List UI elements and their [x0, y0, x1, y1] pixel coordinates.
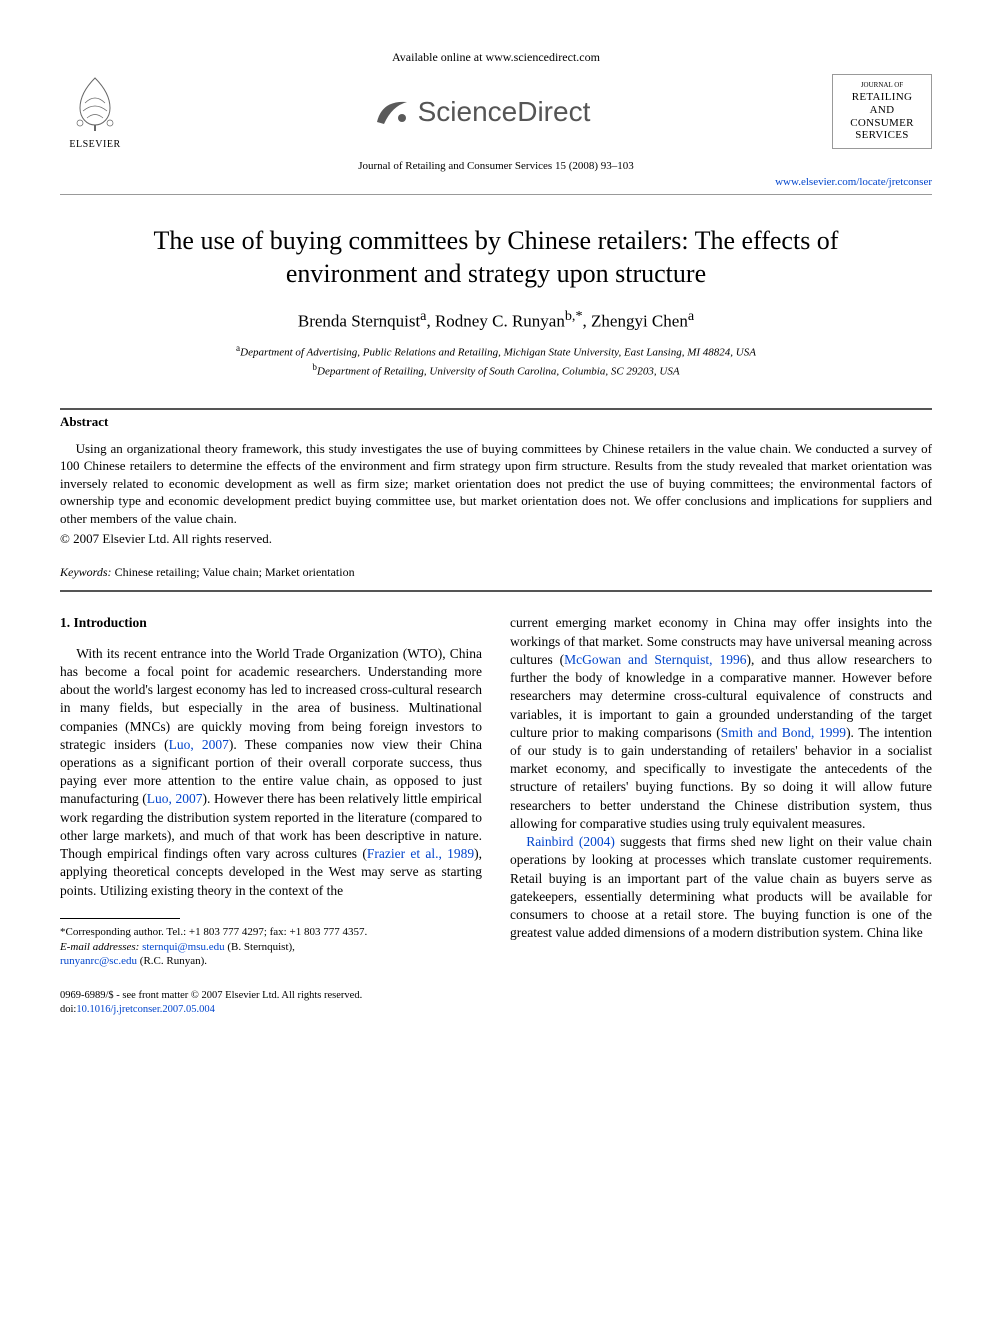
- journal-cover-box: JOURNAL OF RETAILING AND CONSUMER SERVIC…: [832, 74, 932, 149]
- footer-copyright-block: 0969-6989/$ - see front matter © 2007 El…: [60, 989, 482, 1017]
- article-title: The use of buying committees by Chinese …: [90, 225, 902, 290]
- journal-cover-title-l4: SERVICES: [837, 129, 927, 142]
- citation-smith-1999[interactable]: Smith and Bond, 1999: [721, 725, 846, 740]
- journal-cover-title-l1: RETAILING: [837, 91, 927, 104]
- email-runyan[interactable]: runyanrc@sc.edu: [60, 955, 137, 967]
- journal-cover-top-label: JOURNAL OF: [837, 81, 927, 89]
- column-left: 1. Introduction With its recent entrance…: [60, 614, 482, 1017]
- sciencedirect-logo-block: ScienceDirect: [372, 92, 591, 132]
- citation-luo-2007-a[interactable]: Luo, 2007: [169, 737, 229, 752]
- journal-cover-title-l2: AND: [837, 104, 927, 117]
- affiliation-block: aDepartment of Advertising, Public Relat…: [60, 342, 932, 380]
- journal-homepage-link[interactable]: www.elsevier.com/locate/jretconser: [60, 176, 932, 188]
- sciencedirect-label: ScienceDirect: [418, 96, 591, 128]
- elsevier-tree-icon: [65, 73, 125, 133]
- email-addresses-line: E-mail addresses: sternqui@msu.edu (B. S…: [60, 940, 482, 955]
- keywords-text: Chinese retailing; Value chain; Market o…: [115, 565, 355, 579]
- footnote-separator: [60, 918, 180, 919]
- citation-luo-2007-b[interactable]: Luo, 2007: [147, 791, 203, 806]
- intro-text-2c: ). The intention of our study is to gain…: [510, 725, 932, 831]
- citation-mcgowan-1996[interactable]: McGowan and Sternquist, 1996: [564, 652, 746, 667]
- column-right: current emerging market economy in China…: [510, 614, 932, 1017]
- sciencedirect-swoosh-icon: [372, 92, 412, 132]
- email1-after: (B. Sternquist),: [225, 941, 295, 953]
- affiliation-line: aDepartment of Advertising, Public Relat…: [60, 342, 932, 361]
- email2-after: (R.C. Runyan).: [137, 955, 207, 967]
- section-heading-introduction: 1. Introduction: [60, 614, 482, 632]
- intro-text-3b: suggests that firms shed new light on th…: [510, 834, 932, 940]
- citation-frazier-1989[interactable]: Frazier et al., 1989: [367, 846, 474, 861]
- journal-citation-line: Journal of Retailing and Consumer Servic…: [60, 160, 932, 172]
- doi-link[interactable]: 10.1016/j.jretconser.2007.05.004: [76, 1004, 215, 1015]
- abstract-bottom-rule: [60, 590, 932, 592]
- journal-cover-title-l3: CONSUMER: [837, 117, 927, 130]
- elsevier-label: ELSEVIER: [60, 139, 130, 150]
- journal-homepage-url[interactable]: www.elsevier.com/locate/jretconser: [775, 176, 932, 188]
- available-online-text: Available online at www.sciencedirect.co…: [60, 50, 932, 65]
- corresponding-author-line: *Corresponding author. Tel.: +1 803 777 …: [60, 925, 482, 940]
- email-addresses-line-2: runyanrc@sc.edu (R.C. Runyan).: [60, 954, 482, 969]
- intro-paragraph-1-cont: current emerging market economy in China…: [510, 614, 932, 833]
- corresponding-author-footnote: *Corresponding author. Tel.: +1 803 777 …: [60, 925, 482, 970]
- abstract-top-rule: [60, 408, 932, 410]
- abstract-block: Abstract Using an organizational theory …: [60, 414, 932, 548]
- elsevier-logo-block: ELSEVIER: [60, 73, 130, 150]
- affiliation-line: bDepartment of Retailing, University of …: [60, 361, 932, 380]
- page-container: Available online at www.sciencedirect.co…: [0, 0, 992, 1058]
- citation-rainbird-2004[interactable]: Rainbird (2004): [526, 834, 615, 849]
- abstract-heading: Abstract: [60, 414, 932, 430]
- header-rule: [60, 194, 932, 195]
- intro-paragraph-1: With its recent entrance into the World …: [60, 645, 482, 900]
- abstract-text: Using an organizational theory framework…: [60, 440, 932, 528]
- header-logo-row: ELSEVIER ScienceDirect JOURNAL OF RETAIL…: [60, 73, 932, 150]
- keywords-line: Keywords: Chinese retailing; Value chain…: [60, 565, 932, 580]
- abstract-copyright: © 2007 Elsevier Ltd. All rights reserved…: [60, 531, 932, 547]
- keywords-label: Keywords:: [60, 565, 112, 579]
- front-matter-line: 0969-6989/$ - see front matter © 2007 El…: [60, 989, 482, 1003]
- journal-header: Available online at www.sciencedirect.co…: [60, 50, 932, 195]
- email-label: E-mail addresses:: [60, 941, 139, 953]
- author-line: Brenda Sternquista, Rodney C. Runyanb,*,…: [60, 308, 932, 332]
- email-sternquist[interactable]: sternqui@msu.edu: [142, 941, 225, 953]
- body-two-column: 1. Introduction With its recent entrance…: [60, 614, 932, 1017]
- doi-line: doi:10.1016/j.jretconser.2007.05.004: [60, 1003, 482, 1017]
- intro-paragraph-2: Rainbird (2004) suggests that firms shed…: [510, 833, 932, 942]
- doi-label: doi:: [60, 1004, 76, 1015]
